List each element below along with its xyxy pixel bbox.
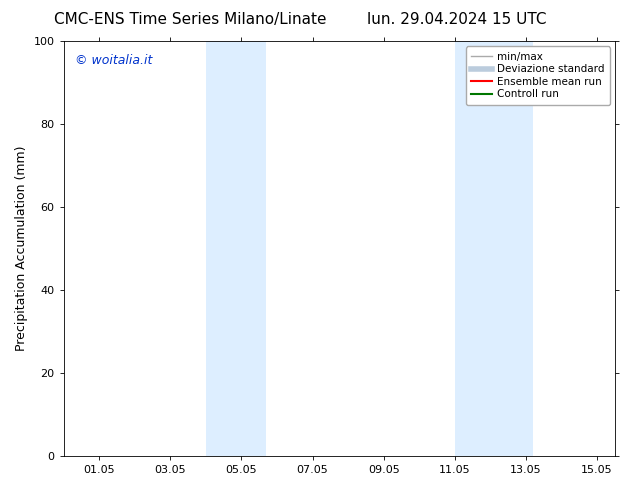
Text: CMC-ENS Time Series Milano/Linate: CMC-ENS Time Series Milano/Linate	[54, 12, 327, 27]
Text: © woitalia.it: © woitalia.it	[75, 54, 152, 67]
Bar	[455, 41, 533, 456]
Legend: min/max, Deviazione standard, Ensemble mean run, Controll run: min/max, Deviazione standard, Ensemble m…	[465, 47, 610, 105]
Bar	[206, 41, 266, 456]
Y-axis label: Precipitation Accumulation (mm): Precipitation Accumulation (mm)	[15, 146, 28, 351]
Text: lun. 29.04.2024 15 UTC: lun. 29.04.2024 15 UTC	[366, 12, 547, 27]
